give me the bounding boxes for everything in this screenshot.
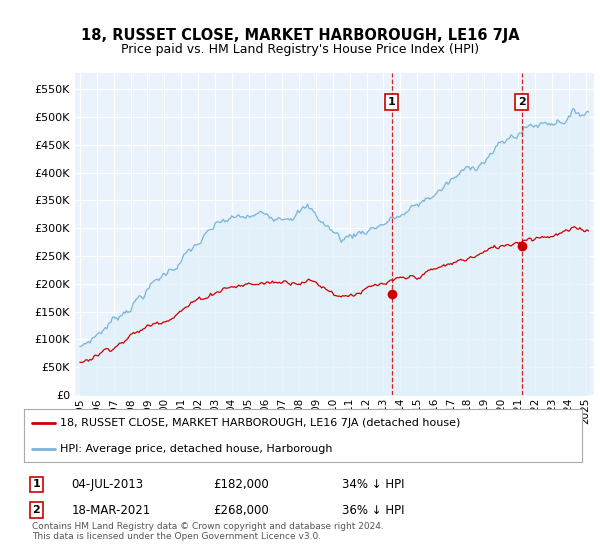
Text: 18, RUSSET CLOSE, MARKET HARBOROUGH, LE16 7JA (detached house): 18, RUSSET CLOSE, MARKET HARBOROUGH, LE1…	[60, 418, 461, 428]
Text: 04-JUL-2013: 04-JUL-2013	[71, 478, 143, 491]
Text: 18, RUSSET CLOSE, MARKET HARBOROUGH, LE16 7JA: 18, RUSSET CLOSE, MARKET HARBOROUGH, LE1…	[80, 28, 520, 43]
Text: 2: 2	[32, 505, 40, 515]
Text: HPI: Average price, detached house, Harborough: HPI: Average price, detached house, Harb…	[60, 444, 333, 454]
Text: 2: 2	[518, 97, 526, 107]
Text: £182,000: £182,000	[214, 478, 269, 491]
Text: 34% ↓ HPI: 34% ↓ HPI	[342, 478, 404, 491]
Text: £268,000: £268,000	[214, 504, 269, 517]
Text: Contains HM Land Registry data © Crown copyright and database right 2024.
This d: Contains HM Land Registry data © Crown c…	[32, 522, 384, 541]
Text: 18-MAR-2021: 18-MAR-2021	[71, 504, 151, 517]
Text: 36% ↓ HPI: 36% ↓ HPI	[342, 504, 404, 517]
Text: 1: 1	[32, 479, 40, 489]
Text: Price paid vs. HM Land Registry's House Price Index (HPI): Price paid vs. HM Land Registry's House …	[121, 43, 479, 56]
Text: 1: 1	[388, 97, 395, 107]
